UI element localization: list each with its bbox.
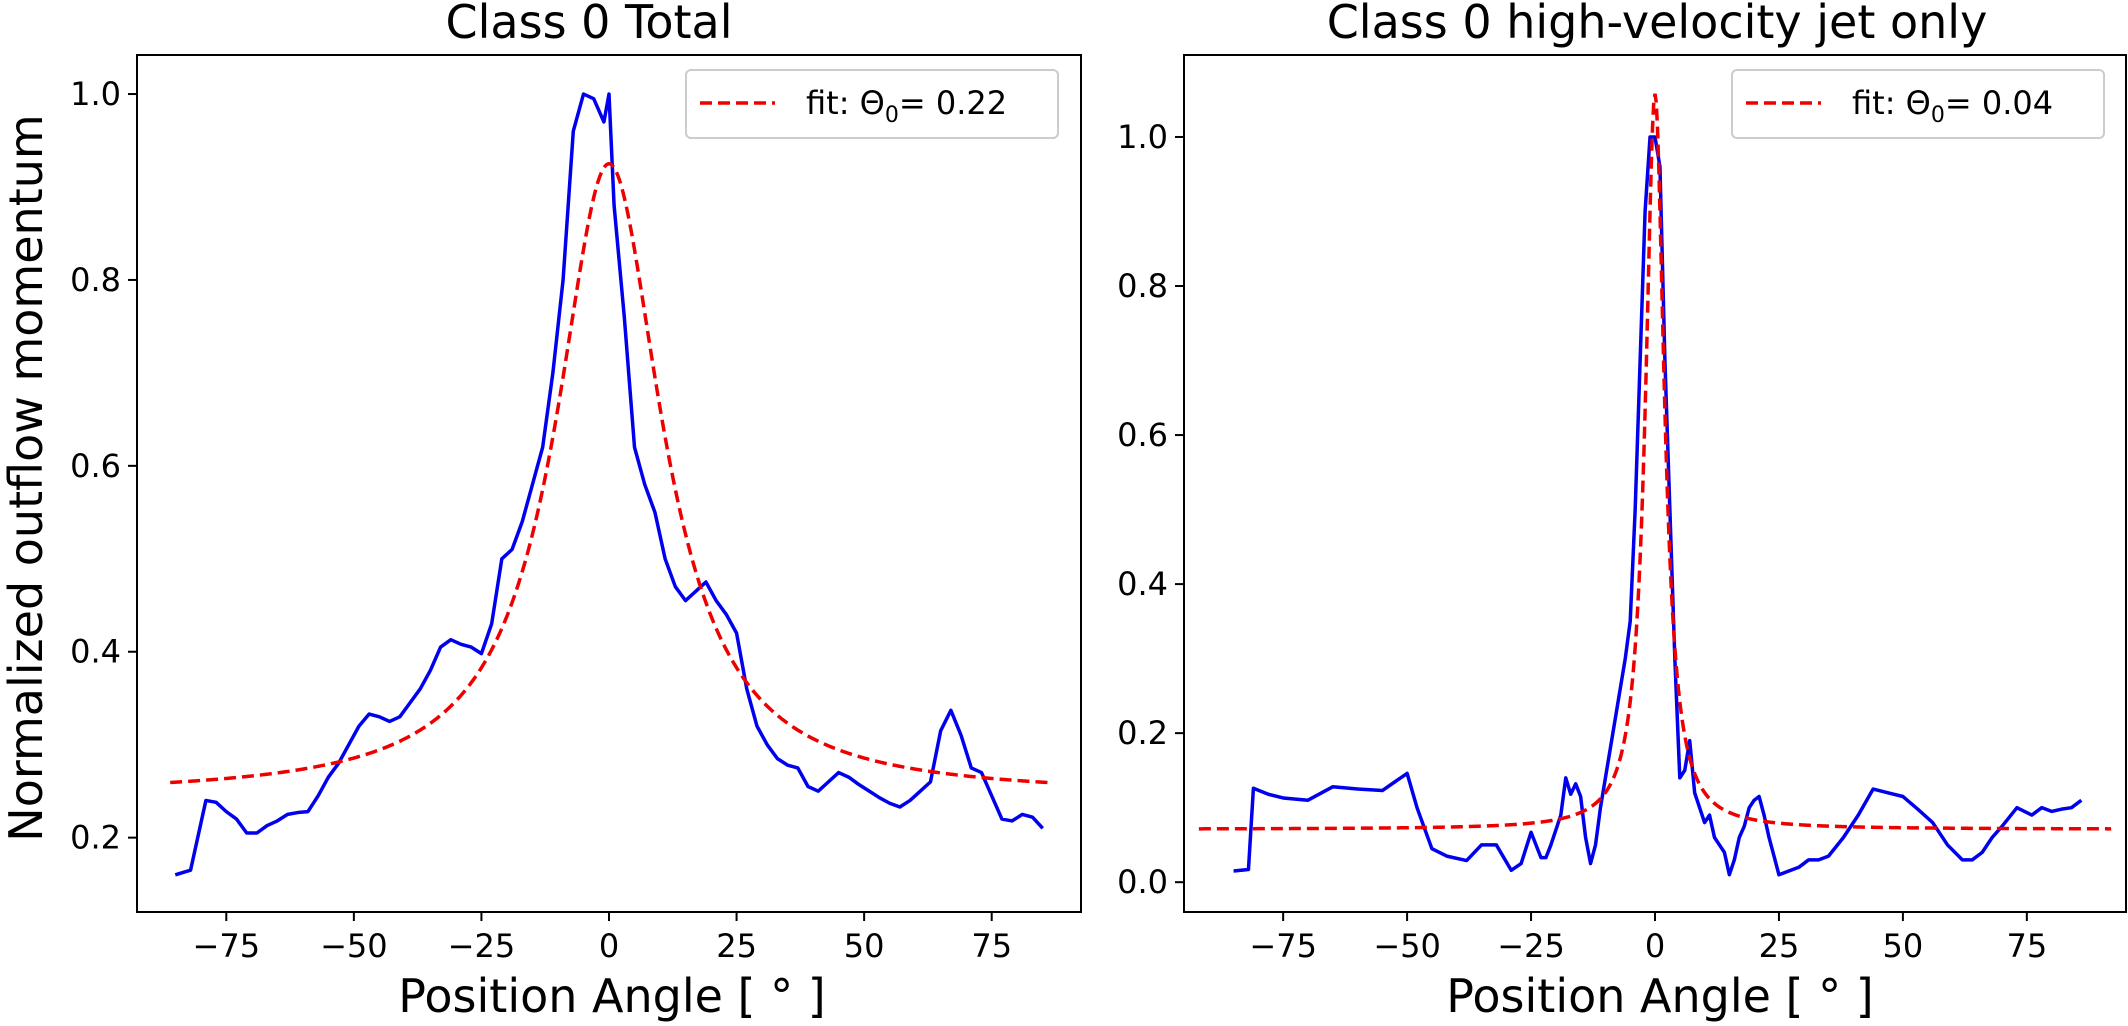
left-legend: fit: Θ0= 0.22 xyxy=(685,69,1059,139)
left-xtick-label-1: −50 xyxy=(320,927,388,965)
left-panel: Class 0 Total 0.2 0.4 0.6 0.8 1.0 −75 −5… xyxy=(70,0,1082,1023)
right-xtick-label-3: 0 xyxy=(1645,927,1665,965)
left-xtick-label-5: 50 xyxy=(844,927,885,965)
left-ytick-label-1: 0.4 xyxy=(70,633,121,671)
left-xtick-label-4: 25 xyxy=(716,927,757,965)
right-legend: fit: Θ0= 0.04 xyxy=(1731,69,2105,139)
right-legend-label: fit: Θ0= 0.04 xyxy=(1852,84,2053,128)
left-yticks: 0.2 0.4 0.6 0.8 1.0 xyxy=(70,75,121,857)
left-xtick-label-3: 0 xyxy=(599,927,619,965)
right-ytick-label-0: 0.0 xyxy=(1117,863,1168,901)
right-legend-box xyxy=(1731,69,2105,139)
left-legend-box xyxy=(685,69,1059,139)
right-yticks: 0.0 0.2 0.4 0.6 0.8 1.0 xyxy=(1117,118,1168,901)
left-legend-label: fit: Θ0= 0.22 xyxy=(806,84,1007,128)
right-panel: Class 0 high-velocity jet only 0.0 0.2 0… xyxy=(1117,0,2127,1023)
left-ytick-label-4: 1.0 xyxy=(70,75,121,113)
left-ytick-label-2: 0.6 xyxy=(70,447,121,485)
right-ytick-label-1: 0.2 xyxy=(1117,714,1168,752)
right-ytick-label-3: 0.6 xyxy=(1117,416,1168,454)
left-xlabel: Position Angle [ ° ] xyxy=(398,969,825,1023)
right-plot-area xyxy=(1175,54,2127,921)
right-ytick-label-2: 0.4 xyxy=(1117,565,1168,603)
right-xtick-label-5: 50 xyxy=(1883,927,1924,965)
right-xtick-label-1: −50 xyxy=(1373,927,1441,965)
right-axes-frame xyxy=(1183,54,2127,913)
right-xlabel: Position Angle [ ° ] xyxy=(1446,969,1873,1023)
right-xtick-label-4: 25 xyxy=(1759,927,1800,965)
shared-ylabel: Normalized outflow momentum xyxy=(0,114,53,841)
right-xtick-label-6: 75 xyxy=(2006,927,2047,965)
right-xtick-label-2: −25 xyxy=(1497,927,1565,965)
left-ytick-label-3: 0.8 xyxy=(70,261,121,299)
left-xticks: −75 −50 −25 0 25 50 75 xyxy=(193,927,1013,965)
right-title: Class 0 high-velocity jet only xyxy=(1327,0,1988,49)
left-fit-line xyxy=(170,161,1048,785)
left-xtick-label-0: −75 xyxy=(193,927,261,965)
left-data-line xyxy=(174,92,1045,877)
left-ytick-label-0: 0.2 xyxy=(70,819,121,857)
right-ytick-label-5: 1.0 xyxy=(1117,118,1168,156)
left-xtick-label-2: −25 xyxy=(448,927,516,965)
right-ytick-label-4: 0.8 xyxy=(1117,267,1168,305)
right-xticks: −75 −50 −25 0 25 50 75 xyxy=(1249,927,2047,965)
right-xtick-label-0: −75 xyxy=(1249,927,1317,965)
left-xtick-label-6: 75 xyxy=(971,927,1012,965)
right-data-line xyxy=(1233,135,2083,877)
right-fit-line xyxy=(1198,93,2112,831)
left-plot-area xyxy=(128,54,1082,921)
left-title: Class 0 Total xyxy=(446,0,733,49)
left-axes-frame xyxy=(136,54,1082,913)
